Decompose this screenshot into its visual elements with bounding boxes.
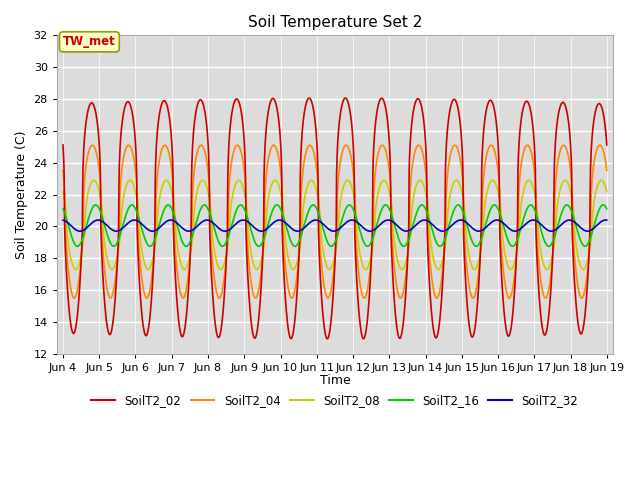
Legend: SoilT2_02, SoilT2_04, SoilT2_08, SoilT2_16, SoilT2_32: SoilT2_02, SoilT2_04, SoilT2_08, SoilT2_…	[87, 389, 583, 411]
Y-axis label: Soil Temperature (C): Soil Temperature (C)	[15, 130, 28, 259]
Text: TW_met: TW_met	[63, 36, 116, 48]
Title: Soil Temperature Set 2: Soil Temperature Set 2	[248, 15, 422, 30]
X-axis label: Time: Time	[319, 374, 350, 387]
